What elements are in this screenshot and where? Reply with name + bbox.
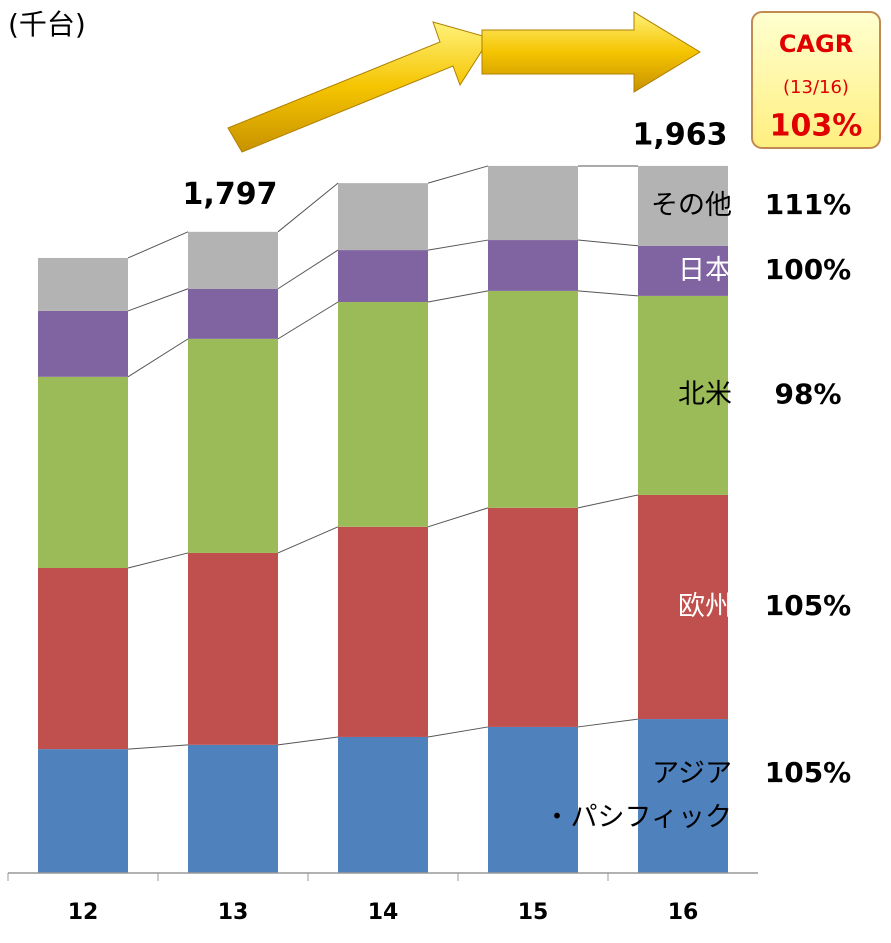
series-label: 日本 (678, 254, 732, 286)
bar-segment (488, 165, 578, 241)
bar-segment (488, 240, 578, 291)
cagr-title: CAGR (779, 30, 853, 58)
connector (427, 726, 489, 738)
connector (277, 526, 339, 554)
connector (577, 718, 639, 728)
cagr-label: 100% (765, 253, 852, 286)
bar-segment (38, 310, 128, 377)
connector (127, 552, 189, 569)
unit-label: (千台) (8, 8, 86, 41)
connector (427, 165, 489, 184)
total-label: 1,797 (183, 177, 278, 212)
bar-segment (638, 494, 728, 720)
bar-segment (338, 736, 428, 873)
cagr-value: 103% (770, 109, 863, 144)
connector (277, 736, 339, 746)
bar-segment (488, 726, 578, 873)
bar-segment (38, 376, 128, 568)
x-tick-label: 16 (668, 900, 699, 925)
cagr-label: 98% (774, 377, 841, 410)
series-label: 欧州 (678, 591, 732, 622)
connector (577, 290, 639, 297)
connector (577, 239, 639, 247)
connector (427, 239, 489, 251)
bar-segment (488, 290, 578, 508)
connector (127, 231, 189, 259)
cagr-label: 105% (765, 756, 852, 789)
bar-segment (338, 301, 428, 527)
arrow (481, 11, 701, 93)
bar-segment (338, 183, 428, 251)
connector (277, 249, 339, 290)
cagr-box (751, 11, 881, 149)
bar-segment (38, 749, 128, 873)
bar-segment (188, 338, 278, 553)
bar-segment (638, 165, 728, 246)
bar-segment (638, 245, 728, 296)
x-tick-label: 12 (68, 900, 99, 925)
bar-segment (338, 250, 428, 302)
bar-segment (38, 257, 128, 311)
x-tick-label: 14 (368, 900, 399, 925)
connector (127, 288, 189, 312)
bar-segment (188, 288, 278, 339)
bar-segment (338, 526, 428, 737)
x-tick-label: 15 (518, 900, 549, 925)
series-label: その他 (651, 189, 732, 221)
bar-segment (188, 552, 278, 745)
bar-segment (188, 231, 278, 289)
bar-segment (638, 295, 728, 495)
series-label: アジア ・パシフィック (543, 758, 732, 834)
arrow (227, 21, 491, 153)
bar-segment (38, 567, 128, 750)
bar-segment (638, 719, 728, 873)
x-tick-label: 13 (218, 900, 249, 925)
connector (277, 301, 339, 340)
cagr-label: 111% (765, 188, 852, 221)
cagr-period: (13/16) (783, 77, 849, 98)
connector (277, 182, 339, 233)
bar-segment (188, 744, 278, 873)
connector (127, 744, 189, 750)
connector (427, 290, 489, 303)
series-label: 北米 (678, 379, 732, 411)
connector (577, 494, 639, 509)
bar-segment (488, 507, 578, 727)
total-label: 1,963 (633, 118, 728, 153)
connector (427, 507, 489, 528)
cagr-label: 105% (765, 589, 852, 622)
connector (127, 338, 189, 378)
